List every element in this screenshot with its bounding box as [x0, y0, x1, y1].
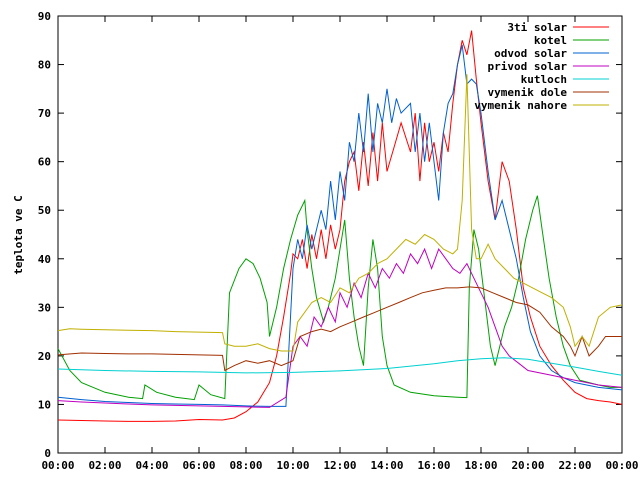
x-tick-label: 00:00 — [41, 459, 74, 472]
y-axis-label: teplota ve C — [12, 195, 25, 274]
y-tick-label: 30 — [38, 301, 51, 314]
legend-label: privod solar — [488, 60, 568, 73]
x-tick-label: 02:00 — [88, 459, 121, 472]
x-axis-ticks: 00:00 02:00 04:00 06:00 08:00 10:00 12:00 14:00… — [41, 16, 639, 472]
legend-label: vymenik dole — [488, 86, 568, 99]
y-axis-ticks: 0 10 20 30 40 50 60 70 80 90 — [38, 10, 622, 460]
series-line-2 — [57, 44, 623, 407]
x-tick-label: 16:00 — [417, 459, 450, 472]
y-tick-label: 10 — [38, 398, 51, 411]
series-line-1 — [57, 195, 622, 401]
x-tick-label: 08:00 — [229, 459, 262, 472]
legend-label: odvod solar — [494, 47, 567, 60]
x-tick-label: 04:00 — [135, 459, 168, 472]
series-line-4 — [57, 357, 623, 376]
legend-label: kotel — [534, 34, 567, 47]
x-tick-label: 20:00 — [511, 459, 544, 472]
x-tick-label: 18:00 — [464, 459, 497, 472]
series-line-3 — [57, 247, 623, 408]
x-tick-label: 12:00 — [323, 459, 356, 472]
series-line-6 — [57, 74, 623, 352]
y-tick-label: 50 — [38, 204, 51, 217]
series-lines — [57, 30, 623, 422]
y-tick-label: 20 — [38, 350, 51, 363]
x-tick-label: 10:00 — [276, 459, 309, 472]
x-tick-label: 06:00 — [182, 459, 215, 472]
y-tick-label: 90 — [38, 10, 51, 23]
y-tick-label: 70 — [38, 107, 51, 120]
series-line-5 — [57, 286, 622, 372]
legend-label: vymenik nahore — [474, 99, 567, 112]
x-tick-label: 22:00 — [558, 459, 591, 472]
y-tick-label: 80 — [38, 59, 51, 72]
y-tick-label: 0 — [44, 447, 51, 460]
y-tick-label: 40 — [38, 253, 51, 266]
x-tick-label: 14:00 — [370, 459, 403, 472]
x-tick-label: 00:00 — [605, 459, 638, 472]
legend-label: 3ti solar — [507, 21, 567, 34]
legend-label: kutloch — [521, 73, 567, 86]
y-tick-label: 60 — [38, 156, 51, 169]
